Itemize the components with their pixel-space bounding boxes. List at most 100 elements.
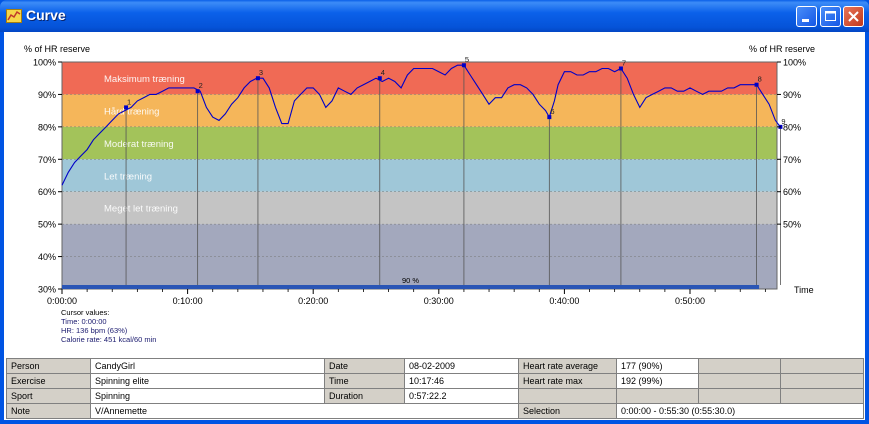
y-tick-label: 60% [38,187,56,197]
exercise-label: Exercise [6,373,91,389]
y-tick-label-right: 60% [783,187,801,197]
zone-band [62,94,777,127]
empty-cell [780,358,864,374]
y-tick-label: 30% [38,285,56,295]
empty-cell [780,388,864,404]
table-row: Note V/Annemette Selection 0:00:00 - 0:5… [6,403,864,419]
close-icon [848,11,859,22]
selection-percent-label: 90 % [402,276,419,285]
hr-curve-line [61,64,781,186]
session-info-table: Person CandyGirl Date 08-02-2009 Heart r… [6,358,864,419]
lap-marker [124,105,129,110]
y-tick-label-right: 90% [783,90,801,100]
note-label: Note [6,403,91,419]
lap-marker [618,66,623,71]
note-value: V/Annemette [90,403,519,419]
lap-label: 6 [550,107,554,116]
x-tick-label: 0:40:00 [549,296,579,306]
duration-value: 0:57:22.2 [404,388,519,404]
empty-cell [698,388,781,404]
zone-band [62,159,777,192]
y-tick-label: 50% [38,220,56,230]
sport-label: Sport [6,388,91,404]
y-tick-label: 90% [38,90,56,100]
person-value: CandyGirl [90,358,325,374]
x-tick-label: 0:00:00 [47,296,77,306]
sport-value: Spinning [90,388,325,404]
lap-label: 7 [622,58,626,67]
empty-cell [698,373,781,389]
zone-band [62,62,777,95]
lap-label: 9 [781,117,785,126]
zone-label: Moderat træning [104,139,174,150]
x-tick-label: 0:30:00 [424,296,454,306]
title-bar[interactable]: Curve [0,0,869,32]
selection-label: Selection [518,403,617,419]
date-value: 08-02-2009 [404,358,519,374]
client-area: Maksimum træning Hård træning Moderat træn… [4,32,865,420]
x-tick-label: 0:20:00 [298,296,328,306]
window-title: Curve [26,7,66,23]
hr-max-value: 192 (99%) [616,373,699,389]
hr-max-label: Heart rate max [518,373,617,389]
x-tick-label: 0:50:00 [675,296,705,306]
table-row: Person CandyGirl Date 08-02-2009 Heart r… [6,358,864,374]
cursor-values-title: Cursor values: [61,308,109,317]
table-row: Sport Spinning Duration 0:57:22.2 [6,388,864,404]
zone-label: Hård træning [104,106,159,117]
lap-marker [754,82,759,87]
time-value: 10:17:46 [404,373,519,389]
zone-band [62,126,777,160]
hr-chart[interactable]: Maksimum træning Hård træning Moderat træn… [4,32,865,356]
y-tick-label-right: 50% [783,220,801,230]
y-axis-title-right: % of HR reserve [749,44,815,54]
hr-average-label: Heart rate average [518,358,617,374]
cursor-time-value: Time: 0:00:00 [61,317,107,326]
zone-band [62,191,777,225]
y-tick-label-right: 100% [783,58,806,68]
lap-label: 3 [259,68,263,77]
selection-value: 0:00:00 - 0:55:30 (0:55:30.0) [616,403,864,419]
zone-label: Maksimum træning [104,74,185,85]
lap-label: 2 [199,81,203,90]
chart-icon [6,9,22,23]
close-button[interactable] [843,6,864,27]
y-tick-label: 100% [33,58,56,68]
lap-label: 5 [465,55,469,64]
lap-marker [255,76,260,81]
y-axis-title-left: % of HR reserve [24,44,90,54]
minimize-icon [802,19,809,22]
table-row: Exercise Spinning elite Time 10:17:46 He… [6,373,864,389]
time-label: Time [324,373,405,389]
lap-label: 4 [381,68,385,77]
x-tick-label: 0:10:00 [173,296,203,306]
exercise-value: Spinning elite [90,373,325,389]
lap-label: 8 [758,75,762,84]
y-tick-label: 40% [38,252,56,262]
y-tick-label: 70% [38,155,56,165]
minimize-button[interactable] [796,6,817,27]
empty-cell [616,388,699,404]
maximize-button[interactable] [820,6,841,27]
selection-bar [62,285,760,289]
y-tick-label-right: 80% [783,122,801,132]
x-axis-title: Time [794,285,814,295]
lap-marker [547,115,552,120]
empty-cell [698,358,781,374]
duration-label: Duration [324,388,405,404]
lap-label: 1 [127,97,131,106]
lap-marker [461,63,466,68]
zone-label: Meget let træning [104,204,178,215]
zone-label: Let træning [104,171,152,182]
empty-cell [518,388,617,404]
y-tick-label-right: 70% [783,155,801,165]
cursor-hr-value: HR: 136 bpm (63%) [61,326,128,335]
lap-marker [377,76,382,81]
lap-marker [195,89,200,94]
maximize-icon [825,11,836,21]
hr-average-value: 177 (90%) [616,358,699,374]
y-tick-label: 80% [38,122,56,132]
cursor-calorie-value: Calorie rate: 451 kcal/60 min [61,335,156,344]
person-label: Person [6,358,91,374]
